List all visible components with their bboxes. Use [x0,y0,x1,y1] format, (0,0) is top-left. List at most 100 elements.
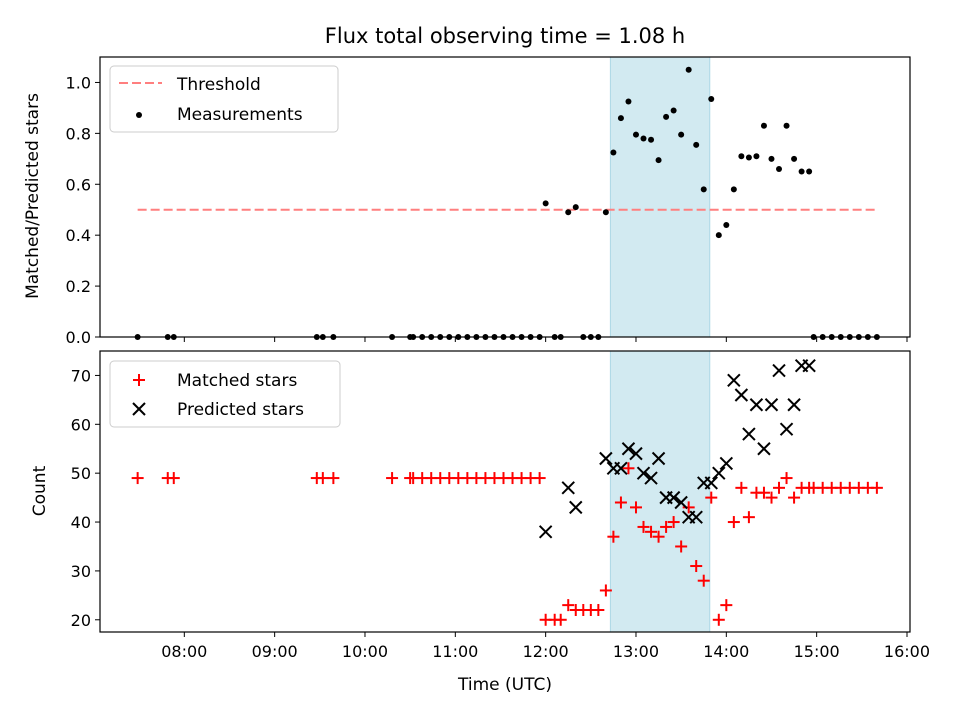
measurement-point [708,96,715,102]
predicted-point-b [764,398,779,412]
measurement-point [587,334,594,340]
matched-point [773,481,786,494]
bottom-legend-box [109,360,341,428]
predicted-point-b [689,510,703,524]
legend-predicted-label: Predicted stars [177,400,304,420]
matched-point [712,613,725,626]
top-ytick-label: 1.0 [66,73,91,92]
bottom-xtick-label: 16:00 [884,642,930,661]
predicted-point [651,451,666,466]
top-ytick-label: 0.0 [66,328,91,347]
matched-point [727,516,740,529]
measurement-point [428,334,435,340]
measurement-point [663,113,670,120]
matched-point [780,472,793,485]
predicted-point [538,525,553,539]
bottom-legend: Matched stars Predicted stars [109,360,341,428]
legend-predicted-swatch-b [132,402,146,416]
measurement-point [685,66,692,73]
predicted-point [727,373,741,388]
measurement-point [527,334,534,340]
predicted-point [636,466,651,480]
predicted-point [569,500,583,515]
legend-measurements-label: Measurements [177,105,303,125]
predicted-point-b [749,398,764,412]
bottom-xtick-label: 12:00 [523,642,569,661]
measurement-point [625,98,632,105]
matched-point [327,472,340,485]
matched-point [167,472,180,485]
matched-point [316,472,329,485]
measurement-point [610,149,617,156]
matched-point [667,516,680,529]
predicted-point [742,427,756,441]
measurement-point [313,334,320,340]
matched-point [765,491,778,504]
predicted-point [764,398,779,412]
measurement-point [791,155,798,162]
measurement-point [864,334,871,340]
matched-point [607,530,620,543]
predicted-point [629,446,643,461]
matched-point [614,496,627,509]
measurement-point [595,334,602,340]
predicted-point-b [727,373,741,388]
measurement-point [648,136,655,143]
measurement-point [602,209,609,216]
predicted-point-b [561,481,575,495]
measurement-point [518,334,525,340]
measurement-point [319,334,326,340]
predicted-point [561,481,575,495]
predicted-point [757,442,771,456]
matched-point [622,462,635,475]
measurement-point [410,334,417,340]
predicted-point-b [787,398,801,412]
measurement-point [509,334,516,340]
top-ytick-label: 0.4 [66,226,91,245]
predicted-point-b [614,461,628,475]
predicted-point [644,471,658,485]
measurement-point [580,334,587,340]
top-legend-box [109,65,339,133]
measurement-point [806,168,813,175]
predicted-point [749,398,764,412]
predicted-point [614,461,628,475]
predicted-point-b [636,466,651,480]
predicted-point [666,490,681,505]
bottom-ytick-label: 60 [71,415,91,434]
matched-point [599,584,612,597]
measurement-point [419,334,426,340]
predicted-point-b [757,442,771,456]
measurement-point [557,334,564,340]
matched-point [533,472,546,485]
measurement-point [655,157,662,164]
measurement-point [437,334,444,340]
measurement-point [798,168,805,175]
matched-point [645,525,658,538]
measurement-point [760,122,767,129]
matched-point [562,599,575,612]
measurement-point [491,334,498,340]
measurement-point [753,153,760,160]
bottom-y-axis-label: Count [30,465,50,516]
measurement-point [617,115,624,122]
bottom-xtick-label: 15:00 [794,642,840,661]
matched-point [652,530,665,543]
matched-point [675,540,688,553]
bottom-axes-frame [99,350,911,633]
measurement-point [632,131,639,138]
matched-point [735,481,748,494]
predicted-point-b [712,466,726,480]
measurement-point [828,334,835,340]
measurement-point [572,204,579,211]
measurement-point [389,334,396,340]
measurement-point [810,334,817,340]
top-y-axis-label: Matched/Predicted stars [23,93,43,299]
legend-predicted-swatch [132,402,146,416]
measurement-point [855,334,862,340]
measurement-point [542,200,549,207]
predicted-point-b [644,471,658,485]
measurement-point [715,232,722,239]
predicted-point [734,388,749,402]
